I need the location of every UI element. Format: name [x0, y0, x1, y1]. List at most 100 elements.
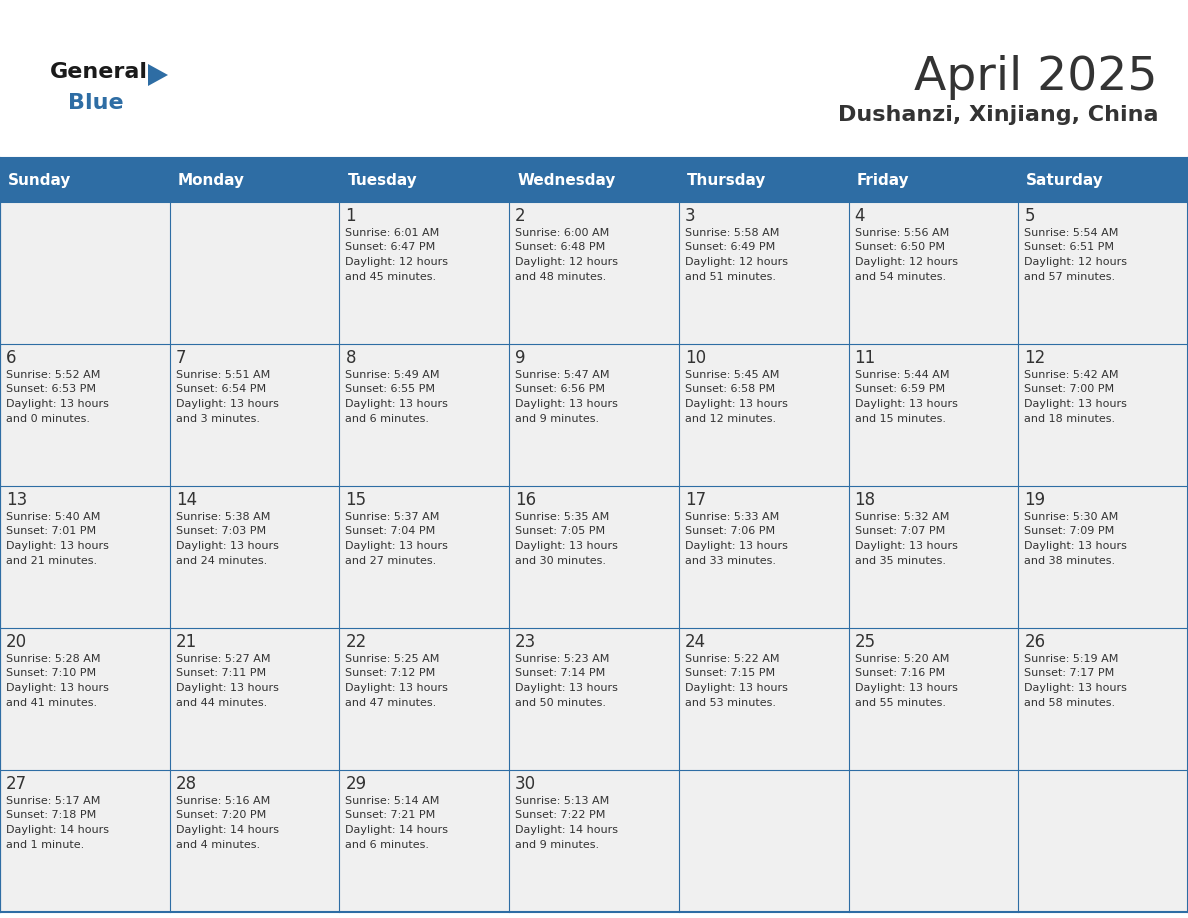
Text: and 35 minutes.: and 35 minutes. — [854, 555, 946, 565]
Text: and 12 minutes.: and 12 minutes. — [684, 413, 776, 423]
Text: Sunrise: 5:40 AM: Sunrise: 5:40 AM — [6, 512, 100, 522]
Text: 24: 24 — [684, 633, 706, 651]
Text: and 30 minutes.: and 30 minutes. — [516, 555, 606, 565]
Text: and 47 minutes.: and 47 minutes. — [346, 698, 437, 708]
Text: Sunrise: 5:37 AM: Sunrise: 5:37 AM — [346, 512, 440, 522]
Text: and 57 minutes.: and 57 minutes. — [1024, 272, 1116, 282]
Text: Daylight: 12 hours: Daylight: 12 hours — [1024, 257, 1127, 267]
Bar — [170, 770, 340, 912]
Text: Sunrise: 5:23 AM: Sunrise: 5:23 AM — [516, 654, 609, 664]
Text: Daylight: 13 hours: Daylight: 13 hours — [854, 399, 958, 409]
Text: 6: 6 — [6, 349, 17, 367]
Bar — [340, 628, 510, 770]
Text: Sunrise: 5:49 AM: Sunrise: 5:49 AM — [346, 370, 440, 380]
Text: Sunrise: 5:14 AM: Sunrise: 5:14 AM — [346, 796, 440, 806]
Text: Daylight: 13 hours: Daylight: 13 hours — [346, 541, 448, 551]
Text: Sunset: 7:10 PM: Sunset: 7:10 PM — [6, 668, 96, 678]
Text: 19: 19 — [1024, 491, 1045, 509]
Text: Daylight: 13 hours: Daylight: 13 hours — [346, 399, 448, 409]
Text: Sunset: 7:14 PM: Sunset: 7:14 PM — [516, 668, 606, 678]
Text: Sunset: 6:56 PM: Sunset: 6:56 PM — [516, 385, 605, 395]
Text: Daylight: 13 hours: Daylight: 13 hours — [1024, 683, 1127, 693]
Bar — [340, 486, 510, 628]
Text: Sunset: 7:01 PM: Sunset: 7:01 PM — [6, 527, 96, 536]
Text: Sunrise: 5:56 AM: Sunrise: 5:56 AM — [854, 228, 949, 238]
Text: and 9 minutes.: and 9 minutes. — [516, 839, 599, 849]
Text: and 48 minutes.: and 48 minutes. — [516, 272, 606, 282]
Text: 25: 25 — [854, 633, 876, 651]
Text: Blue: Blue — [68, 93, 124, 113]
Text: Sunrise: 6:00 AM: Sunrise: 6:00 AM — [516, 228, 609, 238]
Text: Daylight: 14 hours: Daylight: 14 hours — [516, 825, 618, 835]
Text: Sunset: 6:50 PM: Sunset: 6:50 PM — [854, 242, 944, 252]
Text: and 1 minute.: and 1 minute. — [6, 839, 84, 849]
Text: Daylight: 13 hours: Daylight: 13 hours — [684, 399, 788, 409]
Text: and 0 minutes.: and 0 minutes. — [6, 413, 90, 423]
Text: Daylight: 13 hours: Daylight: 13 hours — [346, 683, 448, 693]
Bar — [0, 344, 170, 486]
Text: Thursday: Thursday — [687, 173, 766, 187]
Text: 4: 4 — [854, 207, 865, 225]
Text: Sunrise: 5:19 AM: Sunrise: 5:19 AM — [1024, 654, 1119, 664]
Text: and 45 minutes.: and 45 minutes. — [346, 272, 436, 282]
Text: Daylight: 14 hours: Daylight: 14 hours — [6, 825, 109, 835]
Bar — [678, 486, 848, 628]
Text: Sunrise: 5:30 AM: Sunrise: 5:30 AM — [1024, 512, 1119, 522]
Text: Sunset: 6:58 PM: Sunset: 6:58 PM — [684, 385, 775, 395]
Text: and 27 minutes.: and 27 minutes. — [346, 555, 437, 565]
Text: 15: 15 — [346, 491, 367, 509]
Text: Sunrise: 6:01 AM: Sunrise: 6:01 AM — [346, 228, 440, 238]
Text: Sunrise: 5:47 AM: Sunrise: 5:47 AM — [516, 370, 609, 380]
Text: Sunset: 7:12 PM: Sunset: 7:12 PM — [346, 668, 436, 678]
Text: Daylight: 13 hours: Daylight: 13 hours — [176, 683, 279, 693]
Text: and 21 minutes.: and 21 minutes. — [6, 555, 97, 565]
Bar — [678, 770, 848, 912]
Text: Sunrise: 5:35 AM: Sunrise: 5:35 AM — [516, 512, 609, 522]
Text: and 41 minutes.: and 41 minutes. — [6, 698, 97, 708]
Bar — [1018, 770, 1188, 912]
Text: 30: 30 — [516, 775, 536, 793]
Text: Daylight: 12 hours: Daylight: 12 hours — [346, 257, 448, 267]
Text: and 18 minutes.: and 18 minutes. — [1024, 413, 1116, 423]
Text: Sunrise: 5:44 AM: Sunrise: 5:44 AM — [854, 370, 949, 380]
Text: and 58 minutes.: and 58 minutes. — [1024, 698, 1116, 708]
Text: and 15 minutes.: and 15 minutes. — [854, 413, 946, 423]
Text: and 55 minutes.: and 55 minutes. — [854, 698, 946, 708]
Text: 29: 29 — [346, 775, 367, 793]
Text: Sunrise: 5:13 AM: Sunrise: 5:13 AM — [516, 796, 609, 806]
Polygon shape — [148, 64, 168, 86]
Text: 10: 10 — [684, 349, 706, 367]
Text: Sunset: 7:20 PM: Sunset: 7:20 PM — [176, 811, 266, 821]
Text: Sunrise: 5:16 AM: Sunrise: 5:16 AM — [176, 796, 270, 806]
Text: Sunset: 7:22 PM: Sunset: 7:22 PM — [516, 811, 606, 821]
Text: Sunset: 6:49 PM: Sunset: 6:49 PM — [684, 242, 775, 252]
Text: Saturday: Saturday — [1026, 173, 1104, 187]
Text: 9: 9 — [516, 349, 525, 367]
Text: and 54 minutes.: and 54 minutes. — [854, 272, 946, 282]
Text: Sunrise: 5:54 AM: Sunrise: 5:54 AM — [1024, 228, 1119, 238]
Text: Sunset: 7:16 PM: Sunset: 7:16 PM — [854, 668, 944, 678]
Text: Sunrise: 5:33 AM: Sunrise: 5:33 AM — [684, 512, 779, 522]
Text: Sunset: 7:09 PM: Sunset: 7:09 PM — [1024, 527, 1114, 536]
Text: Daylight: 13 hours: Daylight: 13 hours — [684, 541, 788, 551]
Bar — [678, 344, 848, 486]
Text: Sunrise: 5:52 AM: Sunrise: 5:52 AM — [6, 370, 100, 380]
Text: Daylight: 13 hours: Daylight: 13 hours — [684, 683, 788, 693]
Text: Daylight: 13 hours: Daylight: 13 hours — [854, 683, 958, 693]
Text: Daylight: 13 hours: Daylight: 13 hours — [1024, 399, 1127, 409]
Text: Sunrise: 5:22 AM: Sunrise: 5:22 AM — [684, 654, 779, 664]
Text: Sunrise: 5:32 AM: Sunrise: 5:32 AM — [854, 512, 949, 522]
Text: Sunrise: 5:17 AM: Sunrise: 5:17 AM — [6, 796, 100, 806]
Text: and 38 minutes.: and 38 minutes. — [1024, 555, 1116, 565]
Text: 26: 26 — [1024, 633, 1045, 651]
Text: Sunrise: 5:28 AM: Sunrise: 5:28 AM — [6, 654, 101, 664]
Text: Wednesday: Wednesday — [517, 173, 615, 187]
Bar — [1018, 344, 1188, 486]
Bar — [678, 202, 848, 344]
Text: and 33 minutes.: and 33 minutes. — [684, 555, 776, 565]
Bar — [0, 158, 1188, 202]
Text: April 2025: April 2025 — [915, 55, 1158, 100]
Text: and 51 minutes.: and 51 minutes. — [684, 272, 776, 282]
Text: Sunrise: 5:42 AM: Sunrise: 5:42 AM — [1024, 370, 1119, 380]
Text: Sunset: 7:18 PM: Sunset: 7:18 PM — [6, 811, 96, 821]
